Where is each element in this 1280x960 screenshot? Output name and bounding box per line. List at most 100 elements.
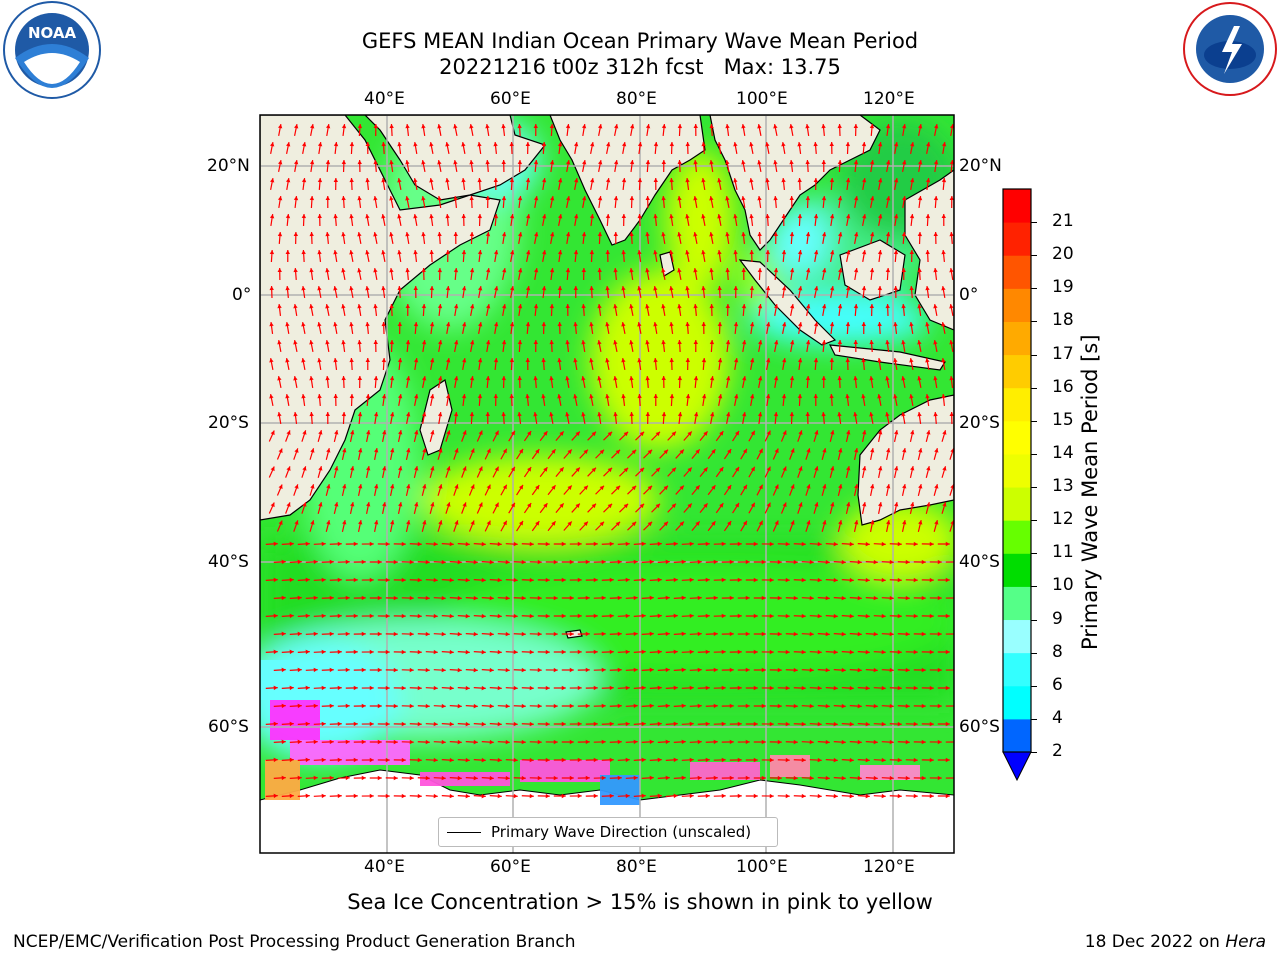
wave-arrow-head — [285, 178, 291, 183]
wave-arrow-head — [637, 358, 642, 363]
wave-arrow-head — [653, 286, 658, 291]
wave-arrow-head — [825, 667, 830, 673]
wave-arrow-head — [665, 559, 670, 565]
lon-tick-bottom-120: 120°E — [863, 857, 915, 877]
wave-arrow-head — [533, 196, 539, 201]
wave-arrow-head — [761, 703, 766, 709]
wave-arrow-head — [469, 160, 474, 165]
wave-arrow-head — [809, 631, 814, 637]
wave-arrow-head — [429, 358, 435, 363]
wave-arrow-head — [782, 322, 787, 327]
wave-arrow-head — [421, 268, 426, 273]
wave-arrow-head — [673, 757, 678, 763]
colorbar-frame — [1002, 188, 1032, 753]
wave-arrow-head — [358, 520, 363, 525]
wave-arrow-head — [533, 376, 538, 381]
wave-arrow-head — [845, 322, 851, 327]
wave-arrow-head — [477, 250, 483, 255]
wave-arrow-head — [453, 412, 459, 417]
wave-arrow-head — [841, 775, 846, 781]
wave-arrow-head — [849, 577, 854, 583]
wave-arrow-head — [505, 667, 510, 673]
wave-arrow-head — [293, 376, 298, 381]
wave-arrow-head — [525, 142, 531, 147]
wave-arrow-head — [510, 502, 515, 508]
wave-arrow-head — [729, 703, 734, 709]
wave-arrow-head — [829, 178, 835, 183]
wave-arrow-head — [329, 595, 334, 601]
wave-arrow-head — [841, 739, 846, 745]
wave-arrow-head — [687, 503, 692, 508]
wave-arrow-head — [597, 304, 602, 309]
wave-arrow-head — [857, 739, 862, 745]
wave-arrow-head — [454, 520, 459, 525]
wave-arrow-head — [525, 358, 530, 363]
wave-arrow-head — [921, 739, 926, 745]
wave-arrow-head — [317, 214, 322, 219]
wave-arrow-head — [917, 196, 923, 201]
wave-arrow-head — [597, 232, 603, 237]
wave-arrow-head — [857, 631, 862, 637]
wave-arrow-head — [453, 124, 458, 129]
wave-arrow-head — [633, 559, 638, 565]
wave-arrow-head — [877, 142, 883, 147]
wave-arrow-head — [785, 721, 790, 727]
wave-arrow-head — [345, 775, 350, 781]
wave-arrow-head — [405, 376, 411, 381]
wave-arrow-head — [655, 467, 661, 473]
wave-arrow-head — [886, 448, 891, 453]
wave-arrow-head — [501, 196, 507, 201]
wave-arrow-head — [334, 502, 339, 507]
wave-arrow-head — [414, 466, 419, 471]
wave-arrow-head — [345, 559, 350, 565]
wave-arrow-head — [909, 214, 915, 219]
wave-arrow-head — [833, 685, 838, 691]
wave-arrow-head — [377, 559, 382, 565]
wave-arrow-head — [337, 757, 342, 763]
wave-arrow-head — [631, 521, 637, 527]
wave-arrow-head — [865, 793, 870, 799]
colorbar-tick-mark — [1031, 685, 1037, 687]
wave-arrow-head — [721, 577, 726, 583]
wave-arrow-head — [543, 467, 548, 472]
wave-arrow-head — [533, 124, 538, 129]
wave-arrow-head — [309, 160, 315, 165]
wave-arrow-head — [726, 412, 731, 417]
lat-tick-left-20n: 20°N — [207, 156, 250, 176]
wave-arrow-head — [741, 268, 746, 273]
wave-arrow-head — [725, 304, 731, 309]
wave-arrow-head — [613, 376, 618, 381]
wave-arrow-head — [601, 739, 606, 745]
wave-arrow-head — [589, 322, 594, 327]
wave-arrow-head — [861, 286, 867, 291]
wave-arrow-head — [822, 268, 827, 273]
wave-arrow-head — [737, 541, 742, 547]
wave-arrow-head — [361, 703, 366, 709]
wave-arrow-head — [377, 631, 382, 637]
wave-arrow-head — [929, 793, 934, 799]
wave-arrow-head — [821, 376, 827, 381]
wave-arrow-head — [829, 322, 835, 327]
wave-arrow-head — [657, 793, 662, 799]
wave-arrow-head — [277, 124, 283, 129]
colorbar-tick-label: 19 — [1052, 277, 1074, 298]
wave-arrow-head — [573, 142, 579, 147]
wave-arrow-head — [889, 667, 894, 673]
colorbar-tick-label: 14 — [1052, 442, 1074, 463]
wave-arrow-head — [945, 793, 950, 799]
wave-arrow-head — [425, 667, 430, 673]
wave-arrow-head — [833, 577, 838, 583]
wave-arrow-head — [553, 595, 558, 601]
wave-arrow-head — [293, 232, 299, 237]
legend-line-swatch — [447, 831, 481, 833]
wave-arrow-head — [470, 304, 475, 309]
wave-arrow-head — [374, 484, 379, 489]
wave-arrow-head — [389, 340, 395, 345]
wave-arrow-head — [717, 286, 722, 291]
wave-arrow-head — [449, 649, 454, 655]
wave-arrow-head — [533, 412, 538, 417]
wave-arrow-head — [393, 739, 398, 745]
wave-arrow-head — [301, 178, 307, 183]
wave-arrow-head — [270, 178, 275, 183]
wave-arrow-head — [749, 322, 755, 327]
